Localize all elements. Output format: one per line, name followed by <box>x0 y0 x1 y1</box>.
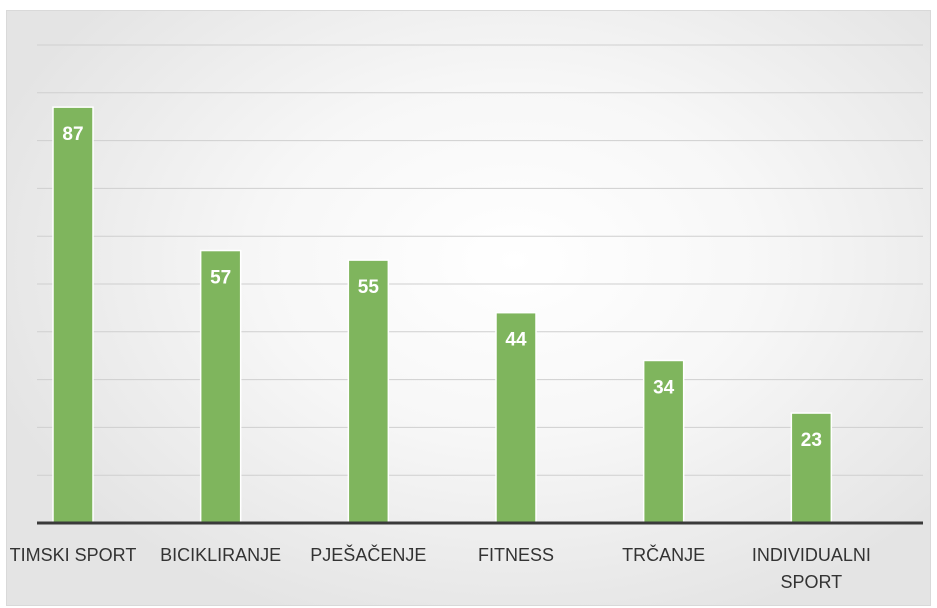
data-label: 34 <box>653 377 675 398</box>
category-labels: TIMSKI SPORT BICIKLIRANJE PJEŠAČENJE FITNES… <box>10 544 871 592</box>
data-labels: 87 57 55 44 34 23 <box>62 124 821 451</box>
bar-chart: 87 57 55 44 34 23 TIMSKI SPORT BICIKLIRANJE PJE… <box>10 44 923 592</box>
data-label: 87 <box>62 124 83 145</box>
category-label: BICIKLIRANJE <box>160 545 281 565</box>
bar <box>495 311 537 524</box>
category-label: TIMSKI SPORT <box>10 545 137 565</box>
category-label: TRČANJE <box>622 544 705 565</box>
data-label: 57 <box>210 268 231 289</box>
category-label: INDIVIDUALNI SPORT <box>752 545 871 592</box>
bar <box>52 106 94 524</box>
data-label: 44 <box>505 330 527 351</box>
data-label: 23 <box>801 430 822 451</box>
chart-area: 87 57 55 44 34 23 TIMSKI SPORT BICIKLIRANJE PJE… <box>6 10 931 606</box>
bar <box>347 259 390 524</box>
bars <box>52 106 833 524</box>
category-label: FITNESS <box>478 545 554 565</box>
data-label: 55 <box>358 277 380 298</box>
bar <box>642 359 685 524</box>
bar <box>199 249 242 524</box>
gridlines <box>37 44 923 476</box>
category-label: PJEŠAČENJE <box>310 544 426 565</box>
